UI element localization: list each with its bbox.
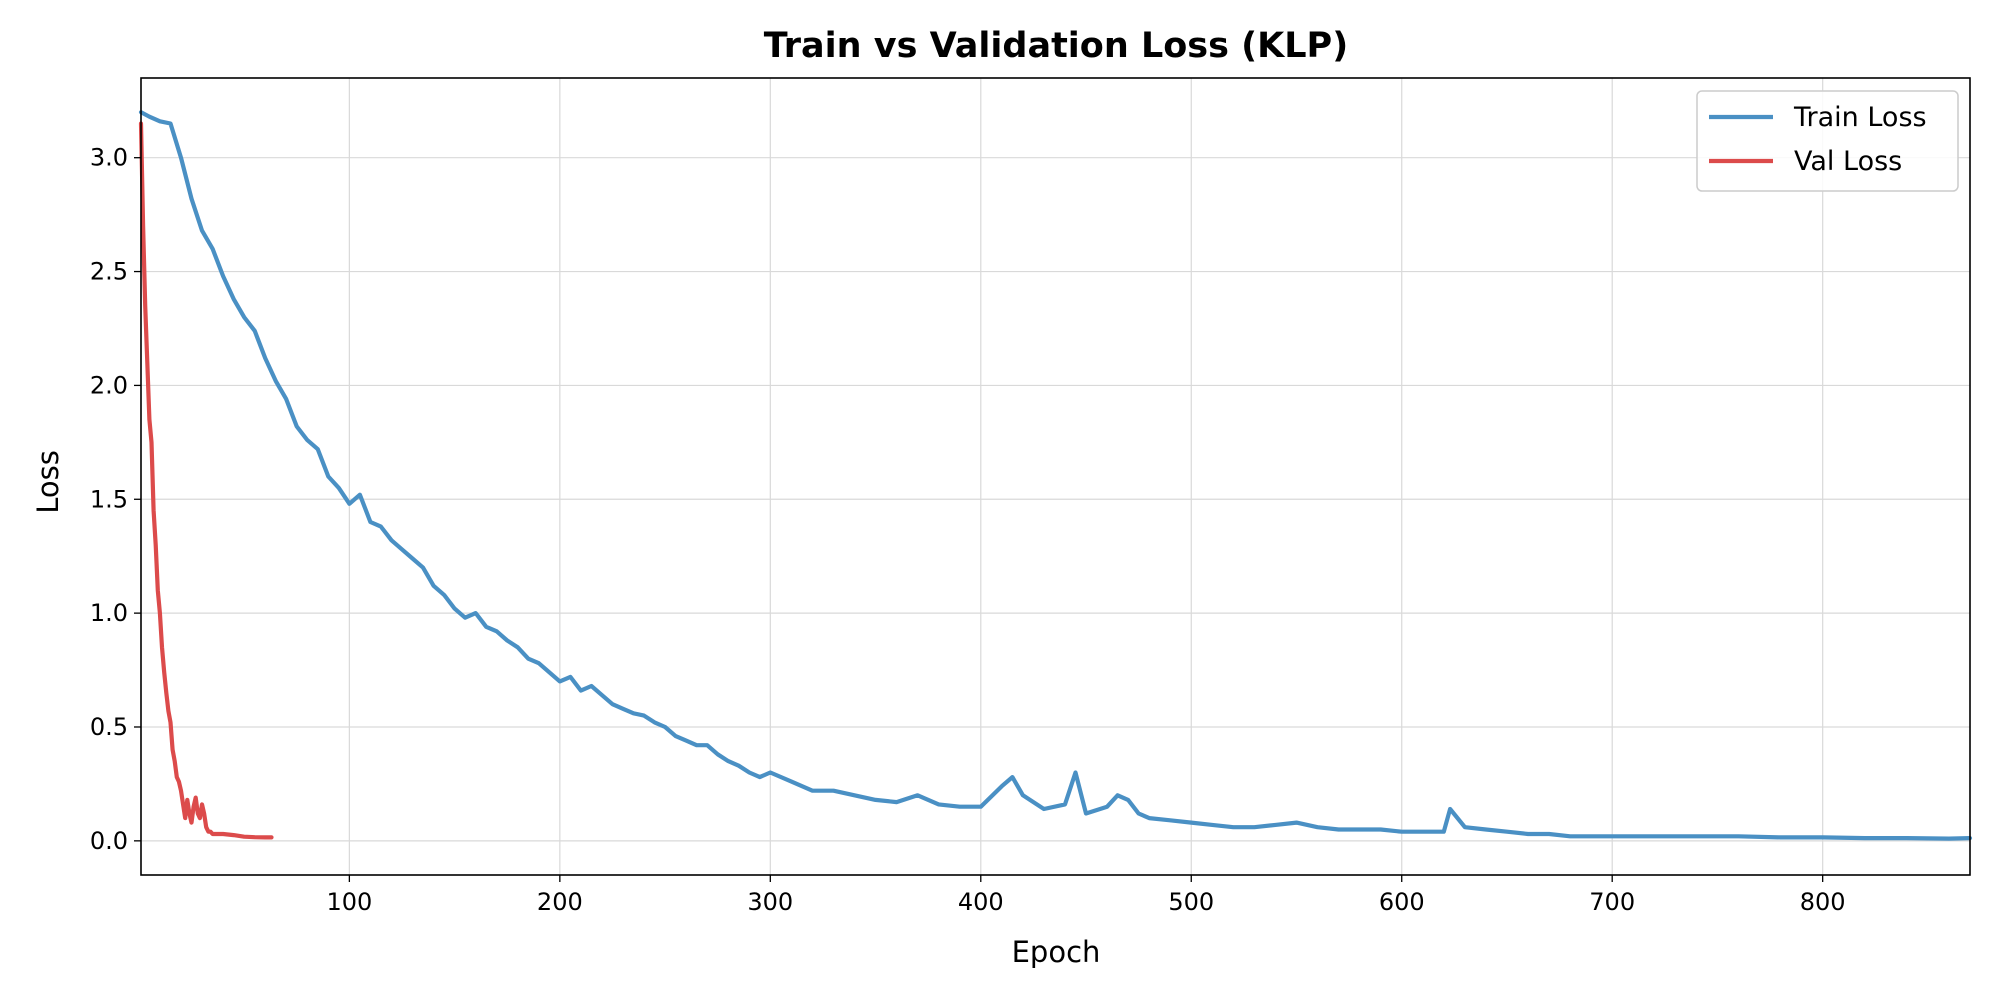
series-line-train-loss — [138, 110, 1973, 841]
y-tick-label: 0.5 — [90, 713, 128, 741]
y-tick-label: 0.0 — [90, 827, 128, 855]
y-tick-label: 3.0 — [90, 144, 128, 172]
grid — [141, 78, 1970, 875]
y-tick-label: 1.0 — [90, 599, 128, 627]
chart-title: Train vs Validation Loss (KLP) — [764, 26, 1348, 66]
x-axis-label: Epoch — [1012, 935, 1101, 969]
plot-area-frame — [140, 77, 1971, 876]
legend-label: Val Loss — [1794, 146, 1902, 177]
series-line-val-loss — [138, 121, 274, 840]
legend-label: Train Loss — [1793, 102, 1927, 133]
y-tick-label: 2.0 — [90, 371, 128, 399]
x-tick-label: 200 — [537, 888, 583, 916]
y-axis-label: Loss — [31, 450, 65, 514]
x-tick-label: 500 — [1168, 888, 1214, 916]
x-tick-label: 400 — [958, 888, 1004, 916]
x-tick-label: 700 — [1589, 888, 1635, 916]
x-tick-label: 600 — [1379, 888, 1425, 916]
x-tick-label: 100 — [326, 888, 372, 916]
y-tick-label: 2.5 — [90, 258, 128, 286]
y-axis: 0.0 0.5 1.0 1.5 2.0 2.5 3.0 — [90, 144, 141, 855]
y-tick-label: 1.5 — [90, 485, 128, 513]
x-axis: 100 200 300 400 500 600 700 800 — [326, 875, 1846, 916]
x-tick-label: 800 — [1800, 888, 1846, 916]
series-group — [138, 110, 1973, 841]
x-tick-label: 300 — [747, 888, 793, 916]
legend: Train Loss Val Loss — [1696, 90, 1959, 192]
